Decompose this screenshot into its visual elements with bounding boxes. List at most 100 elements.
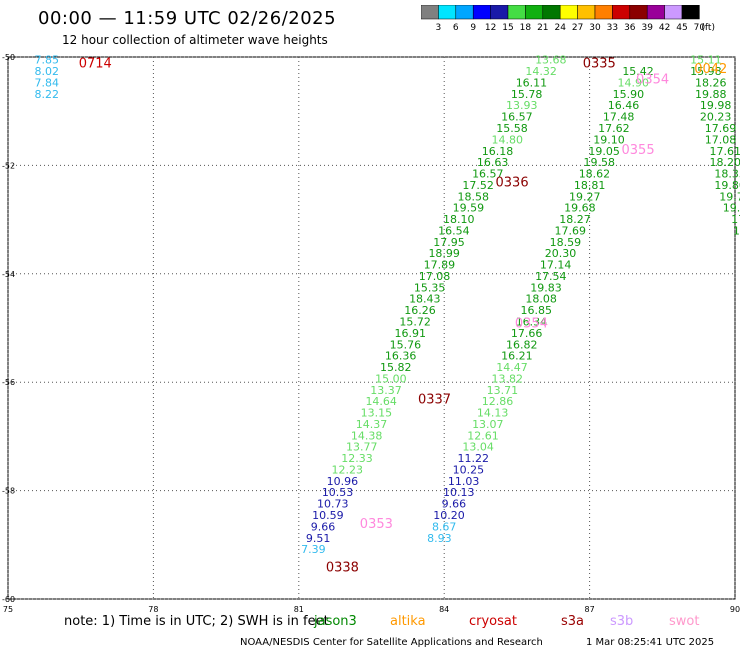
legend-swatch [681,5,700,20]
wave-height-value: 18.62 [579,168,611,181]
wave-height-value: 19.88 [695,88,727,101]
y-tick-label: -50 [2,53,15,62]
footer-timestamp: 1 Mar 08:25:41 UTC 2025 [586,637,714,648]
wave-height-value: 16.54 [438,224,470,237]
pass-time-label: 0042 [694,62,727,77]
plot-frame [7,56,736,600]
wave-height-value: 8.67 [432,520,457,533]
wave-height-value: 18.59 [550,236,582,249]
wave-height-value: 18.27 [559,213,591,226]
legend-label: 6 [453,23,459,33]
wave-height-value: 19.98 [700,99,732,112]
legend-label: 30 [589,23,601,33]
wave-height-value: 14.13 [477,407,509,420]
wave-height-value: 17.14 [540,259,572,272]
legend-label: 18 [520,23,532,33]
x-tick-label: 81 [294,605,304,614]
wave-height-value: 15.42 [622,65,654,78]
pass-time-label: 0336 [496,176,529,191]
wave-height-value: 17.08 [705,133,737,146]
wave-height-value: 12.33 [341,452,373,465]
legend-label: 9 [470,23,476,33]
legend-label: 39 [641,23,653,33]
wave-height-value: 13.37 [370,384,402,397]
wave-height-value: 14.90 [617,76,649,89]
wave-height-value: 16.91 [395,327,427,340]
footer-note: note: 1) Time is in UTC; 2) SWH is in fe… [64,614,329,629]
wave-height-value: 14.38 [351,429,383,442]
wave-height-value: 18.43 [409,293,441,306]
wave-height-value: 15.58 [496,122,528,135]
wave-height-value: 12.23 [332,463,364,476]
pass-time-label: 0354 [515,317,548,332]
y-tick-label: -58 [2,487,15,496]
legend-label: 24 [554,23,566,33]
wave-height-value: 13.71 [487,384,519,397]
wave-height-value: 19.75 [719,190,740,203]
legend-label: 33 [607,23,618,33]
legend-label: 36 [624,23,636,33]
wave-height-value: 11.03 [448,475,480,488]
wave-height-value: 8.22 [35,88,60,101]
wave-height-value: 9.51 [306,532,331,545]
wave-height-value: 18.26 [695,76,727,89]
wave-height-value: 20.30 [545,247,577,260]
data-points: 7.858.027.848.22 13.6814.3216.1115.7813.9… [35,54,740,556]
wave-height-value: 16.18 [482,145,514,158]
wave-height-value: 18.81 [574,179,606,192]
wave-height-value: 8.93 [427,532,452,545]
wave-height-value: 12.61 [467,429,499,442]
color-legend-labels: 3 6 9 12 15 18 21 24 27 30 33 36 39 42 45 70(ft) [436,23,715,33]
wave-height-value: 14.80 [491,133,523,146]
wave-height-value: 9.66 [311,520,336,533]
legend-label: 27 [572,23,583,33]
wave-height-value: 15.35 [414,281,446,294]
wave-height-value: 9.66 [442,498,467,511]
wave-height-value: 18.58 [458,190,490,203]
wave-height-value: 17.61 [710,145,740,158]
wave-height-value: 7.85 [35,54,60,67]
legend-label: 70 [694,23,706,33]
legend-label: 45 [676,23,687,33]
wave-height-value: 13.04 [462,441,494,454]
wave-height-value: 18.99 [428,247,460,260]
x-tick-label: 87 [585,605,595,614]
wave-height-value: 10.96 [327,475,359,488]
wave-height-value: 15.82 [380,361,412,374]
y-tick-label: -60 [2,595,15,604]
wave-height-value: 7.84 [35,76,60,89]
wave-height-value: 15.90 [613,88,645,101]
wave-height-value: 19.27 [569,190,601,203]
pass-time-label: 0355 [622,143,655,158]
wave-height-value: 15.11 [690,54,722,67]
axis-tick-labels: 75 78 81 84 87 90 -50 -52 -54 -56 -58 -60 [2,53,740,614]
wave-height-value: 17.69 [705,122,737,135]
legend-label: 15 [502,23,513,33]
wave-height-value: 19.05 [588,145,620,158]
wave-height-value: 13.07 [472,418,504,431]
pass-time-label: 0353 [360,517,393,532]
wave-height-value: 14.64 [365,395,397,408]
wave-height-value: 10.13 [443,486,475,499]
pass-time-label: 0335 [583,56,616,71]
x-tick-label: 90 [730,605,740,614]
y-tick-label: -52 [2,161,15,170]
wave-height-value: 16.34 [516,315,548,328]
pass-time-label: 0714 [79,56,112,71]
wave-height-value: 19.83 [530,281,562,294]
wave-height-value: 16.26 [404,304,436,317]
footer-credit: NOAA/NESDIS Center for Satellite Applica… [240,637,543,648]
pass-time-label: 0354 [636,73,669,88]
wave-height-value: 14.32 [525,65,557,78]
wave-height-value: 17.62 [598,122,630,135]
legend-unit: (ft) [701,23,715,33]
wave-height-value: 15.72 [399,315,431,328]
color-legend: 3 6 9 12 15 18 21 24 27 30 33 36 39 42 45 70(ft) [421,5,715,33]
wave-height-value: 17.69 [554,224,586,237]
wave-height-value: 17.54 [535,270,567,283]
wave-height-value: 14.37 [356,418,388,431]
wave-height-value: 17.08 [419,270,451,283]
x-tick-label: 75 [3,605,13,614]
wave-height-value: 10.59 [312,509,344,522]
